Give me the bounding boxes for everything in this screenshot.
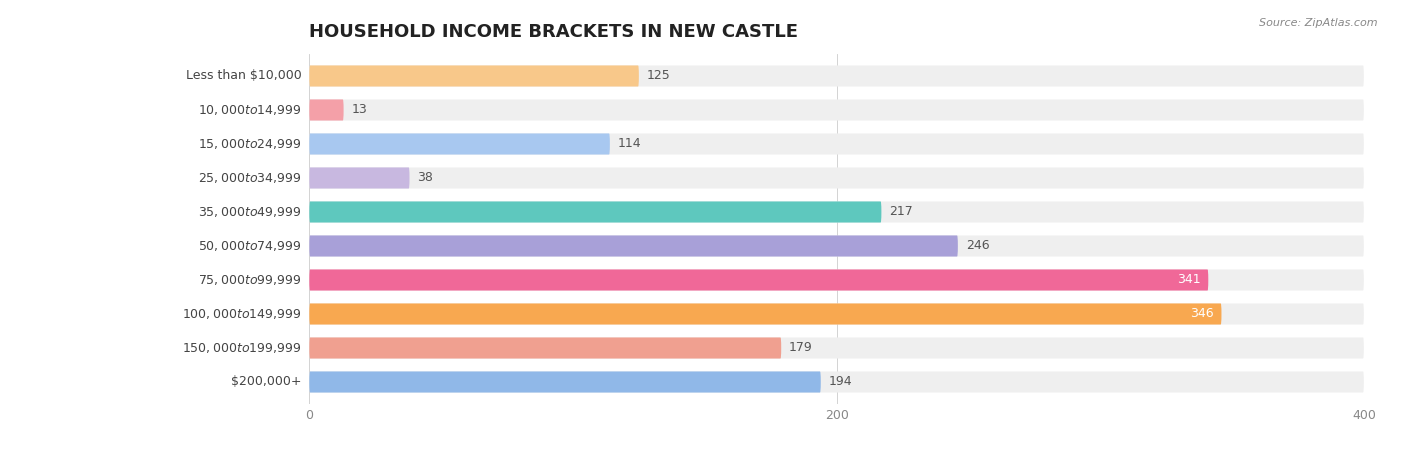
FancyBboxPatch shape xyxy=(309,338,1364,359)
Text: 114: 114 xyxy=(617,137,641,150)
Text: $50,000 to $74,999: $50,000 to $74,999 xyxy=(198,239,301,253)
Text: $75,000 to $99,999: $75,000 to $99,999 xyxy=(198,273,301,287)
Text: 38: 38 xyxy=(418,172,433,185)
FancyBboxPatch shape xyxy=(309,202,882,223)
FancyBboxPatch shape xyxy=(309,99,343,120)
Text: Source: ZipAtlas.com: Source: ZipAtlas.com xyxy=(1260,18,1378,28)
FancyBboxPatch shape xyxy=(309,167,1364,189)
Text: Less than $10,000: Less than $10,000 xyxy=(186,70,301,83)
Text: 13: 13 xyxy=(352,103,367,116)
Text: 217: 217 xyxy=(890,206,912,219)
FancyBboxPatch shape xyxy=(309,269,1208,291)
FancyBboxPatch shape xyxy=(309,202,1364,223)
Text: 246: 246 xyxy=(966,239,990,252)
FancyBboxPatch shape xyxy=(309,338,782,359)
Text: 179: 179 xyxy=(789,342,813,355)
Text: $10,000 to $14,999: $10,000 to $14,999 xyxy=(198,103,301,117)
FancyBboxPatch shape xyxy=(309,269,1364,291)
FancyBboxPatch shape xyxy=(309,371,1364,392)
FancyBboxPatch shape xyxy=(309,371,821,392)
FancyBboxPatch shape xyxy=(309,133,1364,154)
FancyBboxPatch shape xyxy=(309,66,1364,87)
Text: 125: 125 xyxy=(647,70,671,83)
Text: $25,000 to $34,999: $25,000 to $34,999 xyxy=(198,171,301,185)
FancyBboxPatch shape xyxy=(309,167,409,189)
Text: $200,000+: $200,000+ xyxy=(231,375,301,388)
Text: HOUSEHOLD INCOME BRACKETS IN NEW CASTLE: HOUSEHOLD INCOME BRACKETS IN NEW CASTLE xyxy=(309,23,799,41)
FancyBboxPatch shape xyxy=(309,99,1364,120)
Text: $100,000 to $149,999: $100,000 to $149,999 xyxy=(181,307,301,321)
Text: $35,000 to $49,999: $35,000 to $49,999 xyxy=(198,205,301,219)
FancyBboxPatch shape xyxy=(309,235,957,256)
Text: 341: 341 xyxy=(1177,273,1201,286)
FancyBboxPatch shape xyxy=(309,304,1222,325)
FancyBboxPatch shape xyxy=(309,133,610,154)
FancyBboxPatch shape xyxy=(309,235,1364,256)
Text: $150,000 to $199,999: $150,000 to $199,999 xyxy=(181,341,301,355)
FancyBboxPatch shape xyxy=(309,66,638,87)
Text: $15,000 to $24,999: $15,000 to $24,999 xyxy=(198,137,301,151)
Text: 346: 346 xyxy=(1189,308,1213,321)
Text: 194: 194 xyxy=(828,375,852,388)
FancyBboxPatch shape xyxy=(309,304,1364,325)
